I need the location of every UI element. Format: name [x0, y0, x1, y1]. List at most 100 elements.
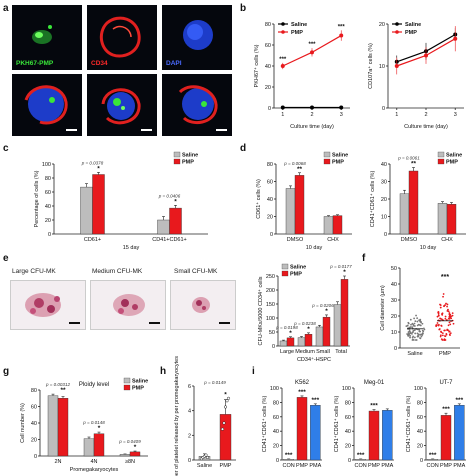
x-tick-label: CD61+ — [84, 237, 101, 243]
y-tick-label: 60 — [345, 415, 351, 421]
data-point — [450, 317, 453, 320]
significance-mark: * — [224, 391, 227, 398]
x-tick-label: CON — [355, 463, 367, 469]
data-point — [435, 324, 438, 327]
legend-label: Saline — [182, 153, 198, 159]
colony-icon — [25, 293, 61, 317]
p-value-annotation: p = 0.0406 — [158, 193, 181, 198]
legend-swatch — [281, 263, 289, 270]
scale-bar — [141, 129, 152, 131]
bar — [80, 186, 93, 235]
y-tick-label: 40 — [381, 162, 387, 168]
significance-mark: * — [134, 444, 137, 451]
y-tick-label: 100 — [414, 386, 423, 392]
chart-title: K562 — [295, 380, 310, 386]
y-tick-label: 100 — [270, 386, 279, 392]
x-axis-label: Promegakaryocytes — [70, 467, 119, 473]
legend-label: Saline — [290, 265, 306, 271]
bar — [283, 459, 294, 461]
y-tick-label: 40 — [417, 429, 423, 435]
data-point — [408, 326, 411, 329]
legend-swatch — [323, 151, 331, 158]
data-point — [448, 330, 451, 333]
data-point — [406, 324, 409, 327]
legend-marker — [395, 30, 399, 34]
bar — [57, 398, 69, 457]
y-tick-label: 20 — [45, 218, 51, 224]
y-tick-label: 80 — [417, 400, 423, 406]
data-point — [416, 332, 419, 335]
data-point — [310, 50, 314, 55]
data-point — [448, 314, 451, 317]
y-tick-label: 0 — [270, 232, 273, 238]
data-point — [447, 308, 449, 311]
data-point — [339, 33, 344, 38]
micrograph-pkh67: PKH67-PMP — [12, 5, 82, 70]
cfu-image-medium — [90, 280, 166, 330]
chart-cd61-cells: 0 20 40 60 80 CD61⁺ cells (%) DMSO **p = 0.0068… — [255, 151, 352, 251]
significance-mark: * — [97, 165, 100, 172]
x-axis-label: 10 day — [420, 245, 437, 251]
data-point — [445, 319, 448, 321]
data-point — [447, 329, 450, 332]
y-axis-label: PKH67⁺ cells (%) — [253, 44, 260, 87]
significance-mark: *** — [298, 389, 306, 396]
bar — [440, 415, 452, 461]
x-tick-label: PMP — [440, 463, 452, 469]
data-point — [411, 336, 414, 339]
y-tick-label: 80 — [45, 176, 51, 182]
y-tick-label: 0 — [384, 232, 387, 238]
x-tick-label: CHX — [327, 237, 339, 243]
y-tick-label: 250 — [266, 274, 275, 280]
data-point — [421, 322, 424, 325]
data-point — [437, 314, 440, 317]
data-point — [413, 317, 416, 320]
significance-mark: *** — [308, 42, 316, 48]
p-value-annotation: p = 0.0409 — [118, 439, 141, 444]
y-tick-label: 80 — [345, 400, 351, 406]
y-axis-label: Cell diameter (μm) — [380, 285, 386, 331]
bar — [219, 414, 232, 461]
y-tick-label: 40 — [345, 429, 351, 435]
y-tick-label: 20 — [379, 22, 385, 28]
data-point — [445, 302, 447, 305]
data-point — [445, 333, 448, 336]
panel-label-d: d — [240, 143, 247, 154]
colony-icon — [113, 294, 145, 316]
x-tick-label: 4N — [90, 459, 97, 465]
y-tick-label: 40 — [45, 204, 51, 210]
data-point — [451, 312, 454, 315]
data-point — [443, 305, 445, 308]
legend-swatch — [323, 158, 331, 165]
x-tick-label: 2 — [424, 112, 427, 118]
bar — [279, 340, 288, 347]
y-tick-label: 10 — [379, 64, 385, 70]
data-point — [411, 332, 413, 335]
y-tick-label: 40 — [31, 421, 37, 427]
data-point — [421, 332, 424, 335]
y-axis-label: CD41⁺CD61⁺ cells (%) — [369, 171, 376, 228]
significance-mark: * — [343, 269, 346, 276]
data-point — [280, 64, 285, 68]
chart-title: UT-7 — [439, 380, 453, 386]
data-point — [422, 330, 425, 333]
x-axis-label: 15 day — [123, 245, 140, 251]
significance-mark: *** — [357, 452, 365, 459]
data-point — [409, 334, 412, 337]
significance-mark: * — [98, 425, 101, 432]
legend-swatch — [123, 384, 131, 391]
x-tick-label: 1 — [281, 112, 284, 118]
p-value-annotation: p = 0.0149 — [203, 380, 226, 385]
significance-mark: *** — [279, 57, 287, 63]
x-tick-label: CON — [283, 463, 295, 469]
y-tick-label: 60 — [417, 415, 423, 421]
y-tick-label: 4 — [188, 409, 191, 415]
x-tick-label: CHX — [441, 237, 453, 243]
legend-swatch — [173, 151, 181, 158]
bar — [304, 334, 313, 347]
y-tick-label: 150 — [266, 302, 275, 308]
data-point — [419, 319, 422, 322]
bar — [310, 405, 321, 461]
